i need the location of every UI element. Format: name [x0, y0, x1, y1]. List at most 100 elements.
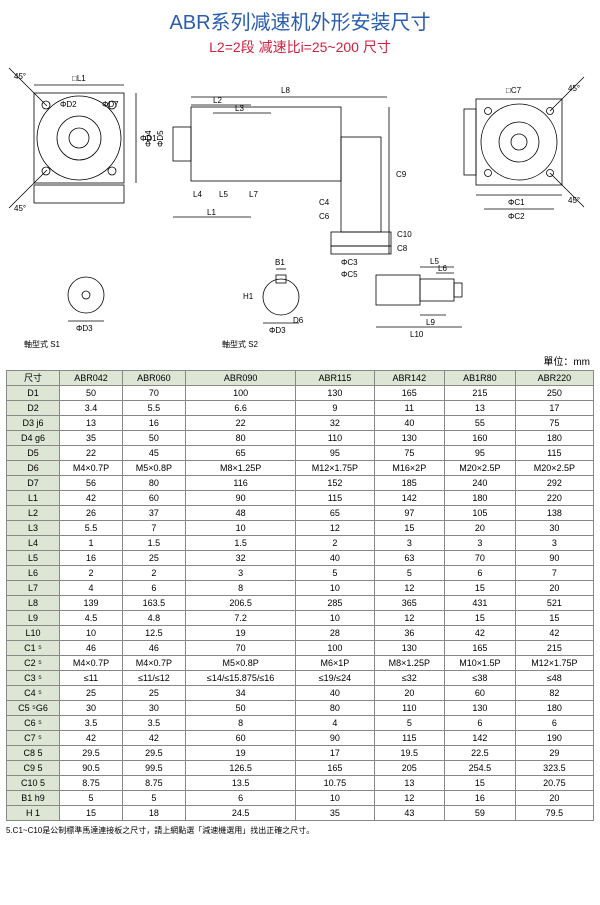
- cell: M5×0.8P: [185, 656, 295, 671]
- cell: 100: [185, 386, 295, 401]
- row-label: L3: [7, 521, 60, 536]
- svg-text:□C7: □C7: [506, 86, 522, 95]
- cell: 292: [515, 476, 593, 491]
- cell: 110: [296, 431, 374, 446]
- s2-label: 軸型式 S2: [222, 339, 259, 349]
- table-row: C1 ⁵464670100130165215: [7, 641, 594, 656]
- row-label: C5 ⁵G6: [7, 701, 60, 716]
- table-row: L101012.51928364242: [7, 626, 594, 641]
- svg-text:L7: L7: [249, 190, 258, 199]
- cell: 5: [374, 566, 445, 581]
- cell: 3.5: [60, 716, 123, 731]
- row-label: L1: [7, 491, 60, 506]
- col-header: AB1R80: [445, 371, 516, 386]
- svg-text:ΦC2: ΦC2: [508, 212, 525, 221]
- cell: 110: [374, 701, 445, 716]
- table-row: H 1151824.535435979.5: [7, 806, 594, 821]
- svg-text:ΦC3: ΦC3: [341, 258, 358, 267]
- cell: 5.5: [60, 521, 123, 536]
- cell: 75: [374, 446, 445, 461]
- cell: 10: [296, 581, 374, 596]
- row-label: D1: [7, 386, 60, 401]
- cell: 42: [515, 626, 593, 641]
- cell: M4×0.7P: [60, 461, 123, 476]
- rear-view: 45°45° □C7 ΦC1 ΦC2: [464, 77, 584, 221]
- cell: 90.5: [60, 761, 123, 776]
- s1-label: 軸型式 S1: [24, 339, 61, 349]
- cell: 60: [185, 731, 295, 746]
- cell: 50: [122, 431, 185, 446]
- col-header: ABR090: [185, 371, 295, 386]
- cell: ≤14/≤15.875/≤16: [185, 671, 295, 686]
- cell: 42: [445, 626, 516, 641]
- cell: 3: [515, 536, 593, 551]
- cell: M4×0.7P: [60, 656, 123, 671]
- cell: 4.8: [122, 611, 185, 626]
- cell: 115: [296, 491, 374, 506]
- cell: 90: [515, 551, 593, 566]
- dimension-table: 尺寸ABR042ABR060ABR090ABR115ABR142AB1R80AB…: [6, 370, 594, 821]
- cell: M16×2P: [374, 461, 445, 476]
- cell: M5×0.8P: [122, 461, 185, 476]
- cell: 79.5: [515, 806, 593, 821]
- cell: 116: [185, 476, 295, 491]
- cell: 3.5: [122, 716, 185, 731]
- table-row: D15070100130165215250: [7, 386, 594, 401]
- table-row: L94.54.87.210121515: [7, 611, 594, 626]
- cell: 29.5: [122, 746, 185, 761]
- cell: 165: [445, 641, 516, 656]
- svg-text:H1: H1: [243, 292, 254, 301]
- shaft-s1: ΦD3: [68, 277, 104, 333]
- cell: 6: [122, 581, 185, 596]
- cell: 115: [515, 446, 593, 461]
- svg-text:ΦD3: ΦD3: [76, 324, 93, 333]
- svg-text:□L1: □L1: [72, 74, 86, 83]
- svg-text:L10: L10: [410, 330, 424, 339]
- cell: 25: [122, 551, 185, 566]
- row-label: H 1: [7, 806, 60, 821]
- cell: 70: [445, 551, 516, 566]
- table-row: C7 ⁵42426090115142190: [7, 731, 594, 746]
- cell: 46: [122, 641, 185, 656]
- cell: 254.5: [445, 761, 516, 776]
- cell: 1.5: [185, 536, 295, 551]
- row-label: B1 h9: [7, 791, 60, 806]
- cell: 48: [185, 506, 295, 521]
- cell: 19.5: [374, 746, 445, 761]
- cell: 3: [445, 536, 516, 551]
- table-row: D3 j613162232405575: [7, 416, 594, 431]
- row-label: C2 ⁵: [7, 656, 60, 671]
- svg-text:L4: L4: [193, 190, 202, 199]
- cell: 220: [515, 491, 593, 506]
- cell: M4×0.7P: [122, 656, 185, 671]
- cell: 12: [374, 581, 445, 596]
- cell: ≤11/≤12: [122, 671, 185, 686]
- cell: 180: [515, 701, 593, 716]
- cell: 70: [185, 641, 295, 656]
- row-label: L9: [7, 611, 60, 626]
- cell: 6.6: [185, 401, 295, 416]
- table-row: D4 g6355080110130160180: [7, 431, 594, 446]
- cell: M20×2.5P: [445, 461, 516, 476]
- cell: 32: [185, 551, 295, 566]
- cell: 65: [296, 506, 374, 521]
- cell: 431: [445, 596, 516, 611]
- cell: 37: [122, 506, 185, 521]
- cell: 2: [60, 566, 123, 581]
- cell: 45: [122, 446, 185, 461]
- table-row: B1 h955610121620: [7, 791, 594, 806]
- row-label: C9 5: [7, 761, 60, 776]
- svg-text:ΦC1: ΦC1: [508, 198, 525, 207]
- cell: 180: [515, 431, 593, 446]
- col-header: ABR042: [60, 371, 123, 386]
- svg-text:L1: L1: [207, 208, 216, 217]
- cell: 30: [515, 521, 593, 536]
- svg-text:L6: L6: [438, 264, 447, 273]
- cell: 16: [60, 551, 123, 566]
- cell: 20: [445, 521, 516, 536]
- cell: 70: [122, 386, 185, 401]
- cell: 12: [374, 611, 445, 626]
- cell: 9: [296, 401, 374, 416]
- cell: 42: [122, 731, 185, 746]
- cell: ≤38: [445, 671, 516, 686]
